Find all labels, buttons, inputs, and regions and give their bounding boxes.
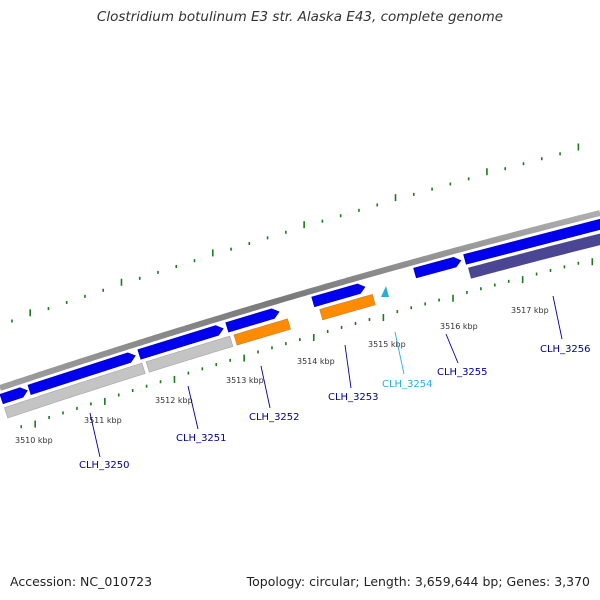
scale-label: 3516 kbp (440, 322, 478, 331)
cds-reverse-clh-3252 (233, 318, 292, 346)
scale-label: 3510 kbp (15, 436, 53, 445)
map-title: Clostridium botulinum E3 str. Alaska E43… (96, 9, 504, 25)
scale-label: 3515 kbp (368, 340, 406, 349)
scale-label: 3511 kbp (84, 416, 122, 425)
cds-forward-1 (27, 352, 136, 395)
gene-label: CLH_3255 (437, 367, 488, 378)
cds-reverse-clh-3250 (3, 362, 146, 419)
scale-label: 3513 kbp (226, 376, 264, 385)
scale-label: 3517 kbp (511, 306, 549, 315)
gene-leader-line (552, 295, 563, 340)
gene-leader-line (344, 344, 352, 389)
cds-forward-2 (137, 325, 224, 360)
gene-leader-line (89, 412, 101, 458)
cds-reverse-clh-3253 (319, 293, 376, 321)
scale-labels: 3510 kbp 3511 kbp 3512 kbp 3513 kbp 3514 kbp… (15, 306, 549, 445)
gene-label: CLH_3256 (540, 344, 591, 355)
backbone-band (0, 210, 600, 391)
gene-label: CLH_3254 (382, 379, 433, 390)
scale-label: 3514 kbp (297, 357, 335, 366)
gene-label: CLH_3251 (176, 433, 227, 444)
inner-tick-marks (20, 258, 594, 429)
cds-forward-clh-3254 (381, 286, 389, 297)
cds-forward-6 (463, 218, 600, 265)
gene-labels: CLH_3250 CLH_3251 CLH_3252 CLH_3253CLH_3254… (79, 295, 591, 471)
gene-features (0, 218, 600, 419)
cds-reverse-clh-3251 (145, 335, 234, 373)
genome-summary-text: Topology: circular; Length: 3,659,644 bp… (246, 574, 590, 589)
accession-text: Accession: NC_010723 (10, 574, 153, 589)
cds-forward-4 (311, 283, 366, 308)
gene-leader-line (445, 333, 459, 364)
gene-leader-line (260, 365, 271, 409)
gene-leader-line (394, 331, 405, 375)
scale-label: 3512 kbp (155, 396, 193, 405)
cds-reverse-clh-3256 (467, 233, 600, 279)
gene-label: CLH_3253 (328, 392, 379, 403)
gene-label: CLH_3250 (79, 460, 130, 471)
genome-backbone (0, 210, 600, 391)
cds-forward-0 (0, 387, 28, 405)
gene-label: CLH_3252 (249, 412, 300, 423)
cds-forward-3 (225, 308, 280, 333)
cds-forward-5 (413, 256, 462, 279)
gene-leader-line (187, 385, 199, 430)
outer-tick-marks (11, 143, 580, 323)
